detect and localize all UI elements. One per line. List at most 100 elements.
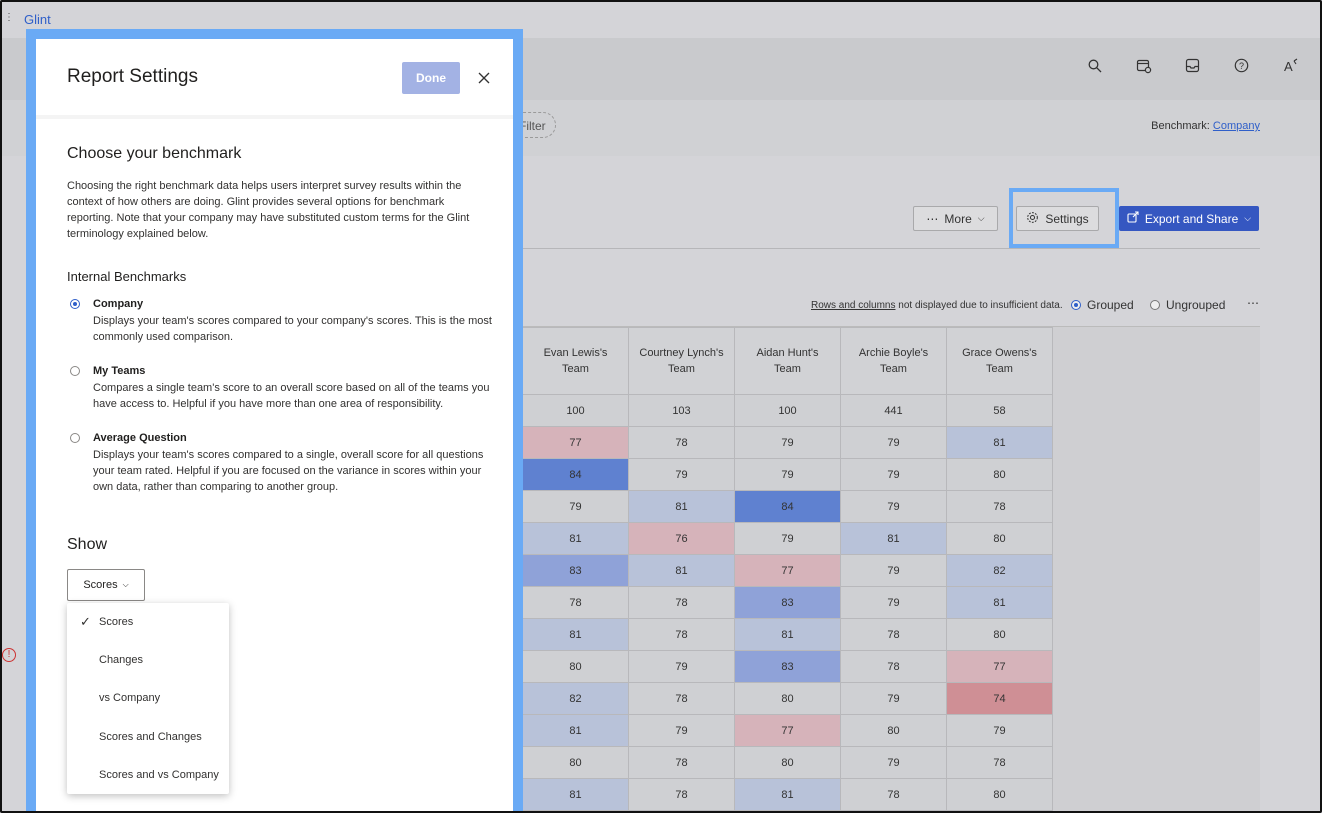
score-cell[interactable]: 79: [734, 522, 841, 555]
inbox-icon[interactable]: [1183, 56, 1202, 75]
score-cell[interactable]: 78: [628, 586, 735, 619]
score-cell[interactable]: 79: [840, 490, 947, 523]
score-cell[interactable]: 83: [734, 650, 841, 683]
grouped-radio[interactable]: [1071, 300, 1081, 310]
score-cell[interactable]: 79: [840, 554, 947, 587]
score-cell[interactable]: 79: [628, 650, 735, 683]
score-cell[interactable]: 78: [628, 426, 735, 459]
score-cell[interactable]: 78: [946, 490, 1053, 523]
column-header[interactable]: Evan Lewis's Team: [522, 327, 629, 395]
score-cell[interactable]: 76: [628, 522, 735, 555]
done-button[interactable]: Done: [402, 62, 460, 94]
score-cell[interactable]: 78: [840, 778, 947, 811]
score-cell[interactable]: 84: [734, 490, 841, 523]
score-cell[interactable]: 100: [522, 394, 629, 427]
rows-columns-link[interactable]: Rows and columns: [811, 300, 896, 311]
score-cell[interactable]: 80: [840, 714, 947, 747]
score-cell[interactable]: 81: [522, 778, 629, 811]
benchmark-option-average-question[interactable]: Average Question Displays your team's sc…: [67, 431, 492, 495]
benchmark-option-company[interactable]: Company Displays your team's scores comp…: [67, 297, 492, 345]
score-cell[interactable]: 79: [840, 746, 947, 779]
score-cell[interactable]: 82: [946, 554, 1053, 587]
accessibility-icon[interactable]: A: [1281, 56, 1300, 75]
score-cell[interactable]: 77: [522, 426, 629, 459]
score-cell[interactable]: 80: [522, 650, 629, 683]
score-cell[interactable]: 79: [840, 426, 947, 459]
column-header[interactable]: Archie Boyle's Team: [840, 327, 947, 395]
more-button[interactable]: ⋯ More ⌵: [913, 206, 998, 231]
ungrouped-radio[interactable]: [1150, 300, 1160, 310]
calendar-settings-icon[interactable]: [1134, 56, 1153, 75]
column-header[interactable]: Aidan Hunt's Team: [734, 327, 841, 395]
score-cell[interactable]: 79: [734, 426, 841, 459]
benchmark-link[interactable]: Company: [1212, 120, 1260, 132]
search-icon[interactable]: [1085, 56, 1104, 75]
show-dropdown[interactable]: Scores ⌵: [67, 569, 145, 601]
menu-item-vs-company[interactable]: vs Company: [67, 679, 229, 717]
app-brand[interactable]: Glint: [24, 12, 51, 27]
score-cell[interactable]: 80: [946, 458, 1053, 491]
score-cell[interactable]: 78: [840, 618, 947, 651]
score-cell[interactable]: 79: [734, 458, 841, 491]
score-cell[interactable]: 80: [946, 522, 1053, 555]
average-question-radio[interactable]: [70, 433, 80, 443]
score-cell[interactable]: 81: [522, 714, 629, 747]
column-header[interactable]: Grace Owens's Team: [946, 327, 1053, 395]
menu-item-scores-and-vs-company[interactable]: Scores and vs Company: [67, 756, 229, 794]
menu-item-scores[interactable]: ✓ Scores: [67, 603, 229, 641]
score-cell[interactable]: 81: [946, 426, 1053, 459]
score-cell[interactable]: 81: [628, 490, 735, 523]
score-cell[interactable]: 79: [522, 490, 629, 523]
score-cell[interactable]: 79: [946, 714, 1053, 747]
menu-item-scores-and-changes[interactable]: Scores and Changes: [67, 718, 229, 756]
settings-button[interactable]: Settings: [1016, 206, 1099, 231]
score-cell[interactable]: 78: [946, 746, 1053, 779]
ungrouped-option[interactable]: Ungrouped: [1150, 298, 1225, 312]
score-cell[interactable]: 74: [946, 682, 1053, 715]
view-options-icon[interactable]: ⋯: [1247, 296, 1259, 310]
score-cell[interactable]: 81: [522, 522, 629, 555]
score-cell[interactable]: 80: [946, 778, 1053, 811]
company-radio[interactable]: [70, 299, 80, 309]
score-cell[interactable]: 79: [840, 458, 947, 491]
score-cell[interactable]: 79: [628, 714, 735, 747]
score-cell[interactable]: 84: [522, 458, 629, 491]
export-share-button[interactable]: Export and Share ⌵: [1119, 206, 1259, 231]
score-cell[interactable]: 80: [946, 618, 1053, 651]
score-cell[interactable]: 80: [734, 682, 841, 715]
help-icon[interactable]: ?: [1232, 56, 1251, 75]
score-cell[interactable]: 79: [628, 458, 735, 491]
score-cell[interactable]: 77: [734, 714, 841, 747]
score-cell[interactable]: 78: [628, 682, 735, 715]
alert-icon[interactable]: !: [2, 648, 16, 662]
score-cell[interactable]: 83: [522, 554, 629, 587]
score-cell[interactable]: 81: [628, 554, 735, 587]
score-cell[interactable]: 100: [734, 394, 841, 427]
score-cell[interactable]: 81: [840, 522, 947, 555]
score-cell[interactable]: 58: [946, 394, 1053, 427]
score-cell[interactable]: 78: [628, 618, 735, 651]
score-cell[interactable]: 78: [522, 586, 629, 619]
score-cell[interactable]: 78: [840, 650, 947, 683]
menu-item-changes[interactable]: Changes: [67, 641, 229, 679]
score-cell[interactable]: 80: [734, 746, 841, 779]
score-cell[interactable]: 79: [840, 682, 947, 715]
score-cell[interactable]: 80: [522, 746, 629, 779]
score-cell[interactable]: 77: [734, 554, 841, 587]
score-cell[interactable]: 78: [628, 778, 735, 811]
close-icon[interactable]: [474, 68, 494, 88]
grouped-option[interactable]: Grouped: [1071, 298, 1134, 312]
score-cell[interactable]: 83: [734, 586, 841, 619]
score-cell[interactable]: 78: [628, 746, 735, 779]
score-cell[interactable]: 81: [734, 618, 841, 651]
score-cell[interactable]: 82: [522, 682, 629, 715]
score-cell[interactable]: 77: [946, 650, 1053, 683]
score-cell[interactable]: 81: [522, 618, 629, 651]
score-cell[interactable]: 441: [840, 394, 947, 427]
score-cell[interactable]: 81: [946, 586, 1053, 619]
score-cell[interactable]: 103: [628, 394, 735, 427]
my-teams-radio[interactable]: [70, 366, 80, 376]
score-cell[interactable]: 81: [734, 778, 841, 811]
score-cell[interactable]: 79: [840, 586, 947, 619]
column-header[interactable]: Courtney Lynch's Team: [628, 327, 735, 395]
